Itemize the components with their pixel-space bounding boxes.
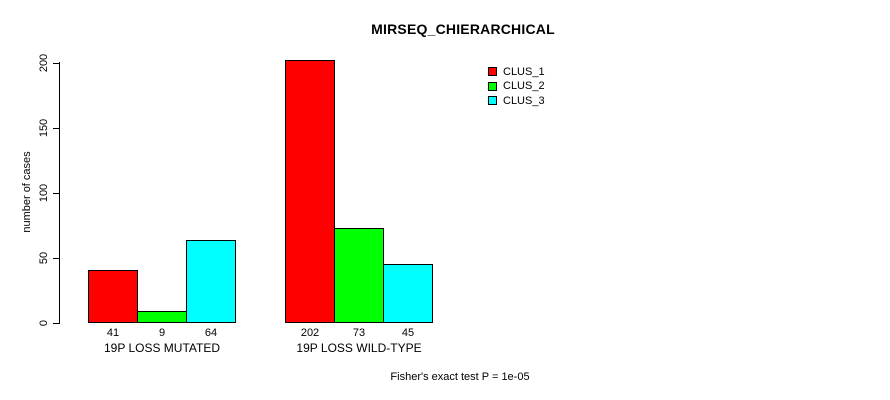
legend-color-swatch bbox=[488, 67, 497, 76]
legend-item-label: CLUS_1 bbox=[503, 65, 545, 78]
x-category-label: 19P LOSS WILD-TYPE bbox=[296, 341, 422, 355]
y-tick-mark bbox=[53, 193, 59, 194]
bar-value-label: 41 bbox=[106, 327, 120, 339]
y-tick-label: 150 bbox=[38, 118, 50, 138]
y-axis-line bbox=[59, 62, 60, 324]
legend-item-label: CLUS_3 bbox=[503, 94, 545, 107]
bar-value-label: 45 bbox=[401, 327, 415, 339]
y-tick-mark bbox=[53, 258, 59, 259]
bar-value-label: 202 bbox=[300, 327, 320, 339]
legend-item: CLUS_3 bbox=[488, 94, 545, 107]
bar-clus_3-group1 bbox=[186, 240, 236, 323]
chart-title: MIRSEQ_CHIERARCHICAL bbox=[371, 21, 555, 37]
stat-annotation: Fisher's exact test P = 1e-05 bbox=[390, 371, 530, 383]
bar-clus_1-group1 bbox=[88, 270, 138, 323]
bar-clus_2-group1 bbox=[137, 311, 187, 323]
y-axis-title: number of cases bbox=[21, 151, 33, 233]
y-tick-label: 200 bbox=[38, 53, 50, 73]
legend-item-label: CLUS_2 bbox=[503, 80, 545, 92]
x-category-label: 19P LOSS MUTATED bbox=[103, 341, 221, 355]
bar-clus_2-group2 bbox=[334, 228, 384, 323]
y-tick-mark bbox=[53, 128, 59, 129]
bar-clus_3-group2 bbox=[383, 264, 433, 323]
bar-value-label: 64 bbox=[204, 327, 218, 339]
y-tick-mark bbox=[53, 63, 59, 64]
y-tick-label: 0 bbox=[38, 319, 50, 327]
y-tick-mark bbox=[53, 323, 59, 324]
legend-color-swatch bbox=[488, 96, 497, 105]
bar-clus_1-group2 bbox=[285, 60, 335, 323]
bar-value-label: 9 bbox=[158, 327, 166, 339]
legend-item: CLUS_1 bbox=[488, 65, 545, 78]
y-tick-label: 50 bbox=[38, 251, 50, 265]
legend-color-swatch bbox=[488, 81, 497, 91]
legend-item: CLUS_2 bbox=[488, 80, 545, 93]
y-tick-label: 100 bbox=[38, 183, 50, 203]
bar-value-label: 73 bbox=[352, 327, 366, 339]
